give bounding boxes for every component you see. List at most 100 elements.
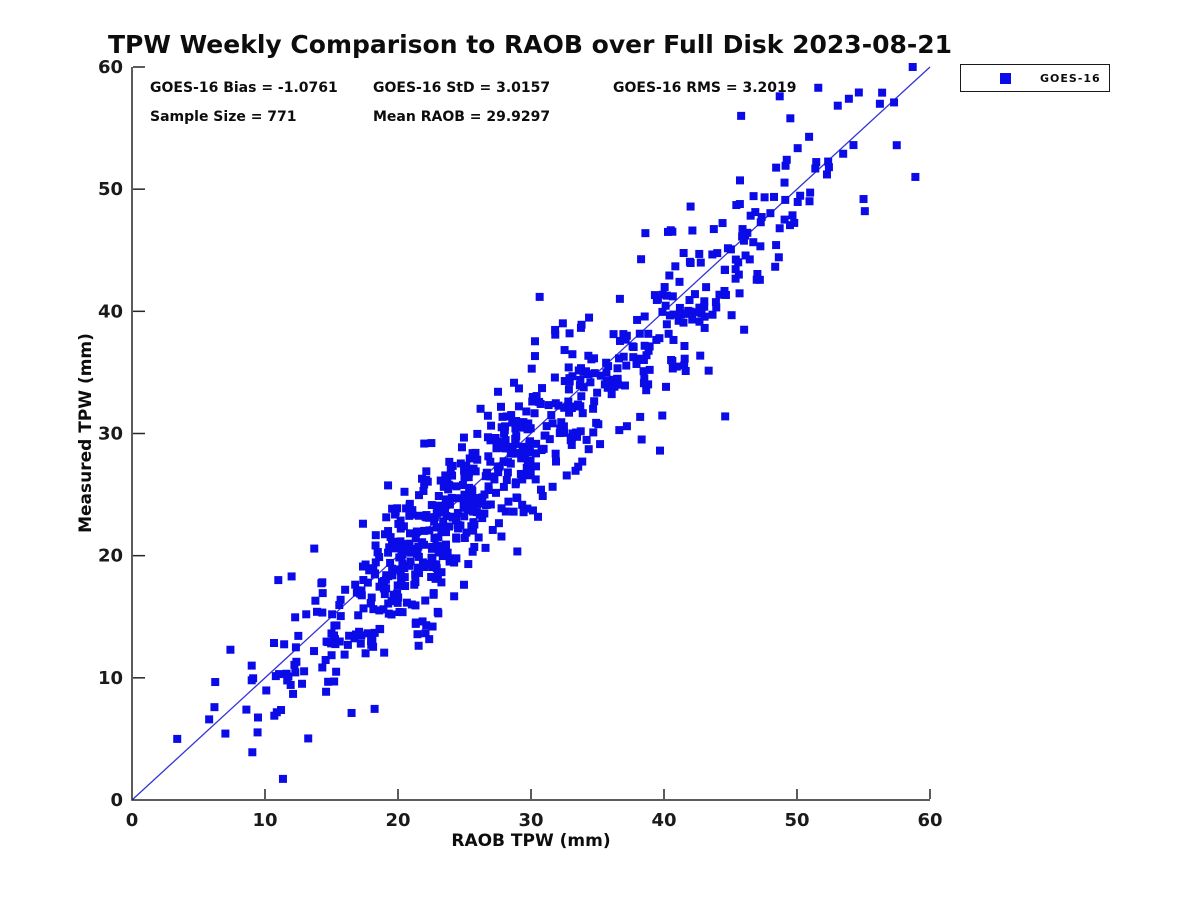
scatter-point	[596, 440, 605, 449]
scatter-point	[298, 679, 307, 688]
scatter-point	[568, 350, 577, 359]
scatter-point	[615, 336, 624, 345]
scatter-point	[690, 290, 699, 299]
scatter-point	[452, 533, 461, 542]
scatter-point	[514, 402, 523, 411]
scatter-point	[814, 83, 823, 92]
scatter-point	[766, 209, 775, 218]
scatter-point	[343, 640, 352, 649]
scatter-point	[530, 352, 539, 361]
scatter-point	[389, 594, 398, 603]
scatter-point	[291, 613, 300, 622]
scatter-point	[460, 490, 469, 499]
scatter-point	[460, 533, 469, 542]
scatter-point	[291, 668, 300, 677]
scatter-point	[284, 672, 293, 681]
scatter-point	[420, 526, 429, 535]
scatter-point	[473, 455, 482, 464]
scatter-point	[640, 374, 649, 383]
scatter-point	[700, 323, 709, 332]
scatter-point	[467, 505, 476, 514]
scatter-point	[318, 589, 327, 598]
scatter-point	[405, 561, 414, 570]
scatter-point	[675, 303, 684, 312]
y-tick-label: 10	[98, 668, 123, 689]
scatter-point	[528, 397, 537, 406]
scatter-point	[354, 586, 363, 595]
scatter-point	[523, 422, 532, 431]
scatter-point	[448, 461, 457, 470]
scatter-point	[522, 463, 531, 472]
scatter-point	[721, 412, 730, 421]
y-axis-label: Measured TPW (mm)	[76, 333, 96, 533]
scatter-point	[662, 382, 671, 391]
scatter-point	[668, 364, 677, 373]
scatter-point	[415, 491, 424, 500]
scatter-point	[413, 630, 422, 639]
scatter-point	[655, 334, 664, 343]
legend-label: GOES-16	[1040, 71, 1101, 85]
scatter-point	[501, 507, 510, 516]
scatter-point	[394, 519, 403, 528]
scatter-point	[551, 399, 560, 408]
scatter-point	[363, 629, 372, 638]
legend-marker-square-icon	[1000, 72, 1011, 84]
scatter-point	[322, 687, 331, 696]
scatter-point	[545, 435, 554, 444]
scatter-point	[428, 542, 437, 551]
scatter-point	[392, 565, 401, 574]
scatter-point	[355, 627, 364, 636]
scatter-point	[757, 213, 766, 222]
scatter-point	[542, 422, 551, 431]
scatter-point	[552, 457, 561, 466]
y-tick-label: 40	[98, 301, 123, 322]
scatter-point	[322, 637, 331, 646]
scatter-point	[414, 542, 423, 551]
x-tick-label: 50	[784, 810, 809, 831]
scatter-point	[675, 277, 684, 286]
scatter-point	[637, 255, 646, 264]
scatter-point	[280, 640, 289, 649]
scatter-point	[332, 621, 341, 630]
scatter-point	[382, 584, 391, 593]
scatter-point	[781, 195, 790, 204]
scatter-point	[911, 172, 920, 181]
scatter-point	[386, 533, 395, 542]
scatter-point	[854, 88, 863, 97]
scatter-point	[602, 368, 611, 377]
scatter-point	[434, 548, 443, 557]
scatter-point	[734, 270, 743, 279]
scatter-point	[498, 412, 507, 421]
scatter-point	[371, 558, 380, 567]
scatter-point	[696, 351, 705, 360]
scatter-point	[464, 469, 473, 478]
scatter-point	[401, 544, 410, 553]
scatter-point	[388, 564, 397, 573]
axis-spines	[131, 67, 930, 801]
scatter-point	[503, 468, 512, 477]
scatter-point	[720, 265, 729, 274]
scatter-point	[737, 111, 746, 120]
scatter-point	[577, 320, 586, 329]
scatter-point	[645, 365, 654, 374]
scatter-point	[564, 363, 573, 372]
scatter-point	[574, 366, 583, 375]
scatter-point	[723, 244, 732, 253]
scatter-point	[589, 428, 598, 437]
scatter-point	[467, 486, 476, 495]
scatter-point	[468, 547, 477, 556]
scatter-point	[738, 225, 747, 234]
scatter-point	[753, 269, 762, 278]
scatter-point	[565, 374, 574, 383]
scatter-point	[517, 454, 526, 463]
scatter-point	[361, 649, 370, 658]
scatter-point	[642, 351, 651, 360]
scatter-point	[452, 482, 461, 491]
scatter-point	[547, 411, 556, 420]
scatter-point	[439, 502, 448, 511]
scatter-point	[660, 283, 669, 292]
scatter-point	[518, 500, 527, 509]
scatter-point	[474, 533, 483, 542]
scatter-point	[441, 495, 450, 504]
